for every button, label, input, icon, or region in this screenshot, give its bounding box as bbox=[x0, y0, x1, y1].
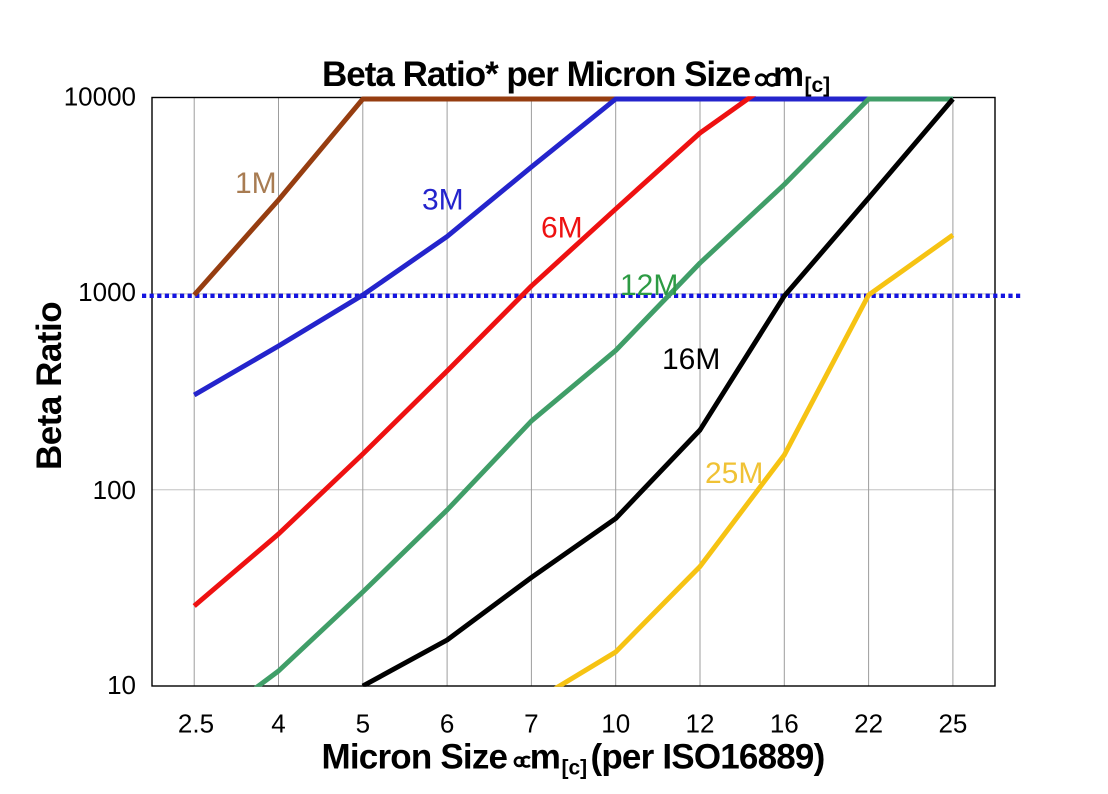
svg-text:m: m bbox=[773, 55, 804, 94]
svg-text:10: 10 bbox=[107, 670, 136, 700]
svg-text:m: m bbox=[530, 738, 561, 777]
svg-text:5: 5 bbox=[356, 709, 370, 739]
svg-text:2.5: 2.5 bbox=[178, 709, 214, 739]
svg-text:(per ISO16889): (per ISO16889) bbox=[591, 738, 825, 777]
svg-text:Beta Ratio: Beta Ratio bbox=[30, 302, 69, 470]
svg-text:[c]: [c] bbox=[562, 757, 588, 780]
svg-text:4: 4 bbox=[271, 709, 285, 739]
svg-text:12: 12 bbox=[686, 709, 715, 739]
svg-text:6: 6 bbox=[440, 709, 454, 739]
svg-text:25M: 25M bbox=[705, 457, 763, 490]
svg-text:Beta Ratio* per Micron Size: Beta Ratio* per Micron Size bbox=[322, 55, 751, 94]
svg-text:[c]: [c] bbox=[805, 74, 831, 97]
svg-text:1000: 1000 bbox=[78, 277, 136, 307]
svg-text:16: 16 bbox=[770, 709, 799, 739]
svg-text:3M: 3M bbox=[422, 184, 464, 217]
svg-text:12M: 12M bbox=[620, 269, 678, 302]
svg-text:100: 100 bbox=[93, 475, 136, 505]
svg-text:25: 25 bbox=[938, 709, 967, 739]
svg-text:10000: 10000 bbox=[64, 82, 136, 112]
svg-text:Micron Size: Micron Size bbox=[322, 738, 508, 777]
svg-text:10: 10 bbox=[601, 709, 630, 739]
svg-text:1M: 1M bbox=[235, 167, 277, 200]
svg-text:7: 7 bbox=[524, 709, 538, 739]
svg-text:6M: 6M bbox=[541, 212, 583, 245]
svg-text:16M: 16M bbox=[662, 343, 720, 376]
svg-text:22: 22 bbox=[854, 709, 883, 739]
